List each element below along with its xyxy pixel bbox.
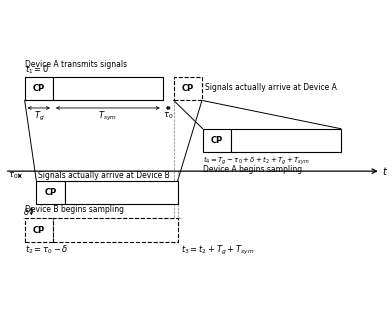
Text: $\tau_0$: $\tau_0$	[8, 171, 18, 181]
Text: Signals actually arrive at Device A: Signals actually arrive at Device A	[205, 83, 337, 92]
Text: CP: CP	[182, 84, 194, 93]
Bar	[203, 129, 231, 152]
Text: $t_2 = \tau_0 - \delta$: $t_2 = \tau_0 - \delta$	[25, 244, 68, 256]
Text: $\tau_0$: $\tau_0$	[163, 110, 173, 121]
Bar	[231, 129, 341, 152]
Text: CP: CP	[44, 188, 56, 197]
Bar	[65, 181, 178, 204]
Text: $\delta$: $\delta$	[23, 206, 30, 217]
Text: $t$: $t$	[382, 165, 388, 177]
Text: CP: CP	[211, 136, 223, 145]
Text: Device A begins sampling: Device A begins sampling	[203, 165, 302, 175]
Text: Signals actually arrive at Device B: Signals actually arrive at Device B	[38, 171, 170, 180]
Text: Device B begins sampling: Device B begins sampling	[25, 205, 123, 214]
Bar	[25, 218, 53, 242]
Text: CP: CP	[33, 84, 45, 93]
Text: $t_3 = t_2 + T_g + T_{sym}$: $t_3 = t_2 + T_g + T_{sym}$	[181, 244, 254, 257]
Bar	[25, 77, 53, 100]
Bar	[53, 218, 178, 242]
Bar	[174, 77, 202, 100]
Text: $t_4 = T_g - \tau_0 + \delta + t_2 + T_g + T_{sym}$: $t_4 = T_g - \tau_0 + \delta + t_2 + T_g…	[203, 154, 309, 167]
Text: $T_{sym}$: $T_{sym}$	[98, 110, 117, 123]
Bar	[53, 77, 163, 100]
Text: CP: CP	[33, 225, 45, 235]
Text: $t_1 = 0$: $t_1 = 0$	[25, 63, 49, 76]
Text: Device A transmits signals: Device A transmits signals	[25, 60, 127, 68]
Bar	[36, 181, 65, 204]
Text: $T_g$: $T_g$	[33, 110, 44, 123]
